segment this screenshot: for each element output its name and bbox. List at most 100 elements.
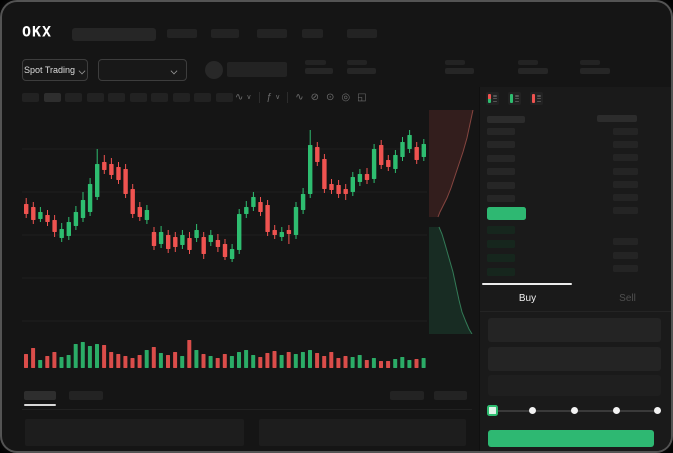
timeframe-button[interactable] (86, 93, 104, 102)
amount-slider-handle[interactable] (487, 405, 498, 416)
chart-type-icon[interactable]: ∿ (235, 91, 244, 103)
volume-bar (166, 355, 170, 368)
volume-bar (258, 357, 263, 368)
orderbook-row (613, 128, 638, 135)
buy-tab-indicator (482, 283, 572, 285)
line-tool-icon[interactable]: ∿ (295, 91, 304, 103)
timeframe-button[interactable] (65, 93, 82, 102)
orderbook-row (613, 265, 638, 273)
last-price-badge[interactable] (487, 207, 526, 220)
candle (386, 160, 391, 167)
candle (80, 200, 86, 218)
amount-input[interactable] (488, 347, 661, 371)
timeframe-button[interactable] (108, 93, 125, 102)
pair-name-placeholder (227, 62, 287, 77)
bottom-tab-active[interactable] (24, 391, 56, 400)
bottom-tab[interactable] (69, 391, 103, 400)
volume-bar (272, 351, 277, 368)
candle (158, 232, 164, 244)
candle (102, 162, 107, 170)
nav-item-placeholder[interactable] (302, 29, 323, 38)
fullscreen-icon[interactable]: ◱ (357, 91, 367, 103)
slider-stop-dot[interactable] (528, 407, 536, 414)
orderbook-row (613, 141, 638, 149)
candle (38, 212, 43, 219)
candle (24, 204, 29, 214)
timeframe-button[interactable] (43, 93, 61, 102)
nav-item-placeholder[interactable] (257, 29, 287, 38)
candle (229, 249, 235, 259)
tab-buy[interactable]: Buy (482, 286, 573, 310)
price-input[interactable] (488, 318, 661, 342)
nav-item-placeholder[interactable] (347, 29, 377, 38)
volume-bar (201, 354, 206, 368)
orderbook-view-all-icon[interactable] (486, 92, 499, 105)
slider-stop-dot[interactable] (612, 407, 620, 414)
search-input[interactable] (72, 28, 156, 41)
volume-bar (407, 360, 412, 368)
indicators-icon[interactable]: ƒ (266, 91, 273, 103)
orderbook-view-asks-icon[interactable] (530, 92, 543, 105)
indicators-chevron-icon[interactable]: ∨ (275, 93, 281, 101)
camera-icon[interactable]: ⊙ (325, 91, 335, 103)
orderbook-bid-rows (487, 226, 515, 276)
candle (336, 185, 341, 194)
slider-stop-dot[interactable] (570, 407, 578, 414)
nav-item-placeholder[interactable] (167, 29, 197, 38)
candlestick-chart[interactable] (22, 110, 427, 334)
candle (95, 164, 100, 197)
volume-bar (357, 355, 362, 368)
orderbook-icon-bar (532, 94, 535, 103)
timeframe-button[interactable] (194, 93, 211, 102)
candle (201, 237, 206, 254)
candle (421, 144, 426, 157)
settings-icon[interactable]: ◎ (341, 91, 351, 103)
timeframe-button[interactable] (215, 93, 233, 102)
volume-bar (38, 360, 43, 368)
volume-bar (87, 346, 92, 368)
candle (215, 240, 221, 247)
volume-bar (173, 352, 178, 368)
volume-bar (52, 352, 57, 368)
volume-bar (109, 352, 114, 368)
orderbook-row (487, 254, 515, 262)
bottom-action-placeholder[interactable] (390, 391, 424, 400)
chevron-down-icon (79, 67, 86, 74)
depth-chart (429, 110, 474, 334)
nav-item-placeholder[interactable] (211, 29, 239, 38)
timeframe-button[interactable] (22, 93, 39, 102)
volume-bar (208, 356, 213, 368)
candle (258, 202, 263, 212)
orderbook-row (487, 168, 515, 176)
volume-bar (102, 345, 107, 368)
volume-bar (59, 357, 64, 368)
orderbook-ask-rows (487, 128, 515, 202)
volume-bar (194, 350, 199, 368)
orderbook-view-bids-icon[interactable] (508, 92, 521, 105)
orderbook-row (487, 194, 515, 202)
volume-bar (371, 358, 376, 368)
candle (329, 184, 334, 190)
total-input[interactable] (488, 375, 661, 396)
bottom-action-placeholder[interactable] (434, 391, 467, 400)
volume-bar (31, 348, 36, 368)
depth-bids-area (429, 227, 472, 334)
market-type-select[interactable]: Spot Trading (22, 59, 88, 81)
pair-select[interactable] (98, 59, 187, 81)
candle (109, 164, 114, 175)
timeframe-button[interactable] (151, 93, 168, 102)
slider-stop-dot[interactable] (653, 407, 661, 414)
candle (407, 135, 412, 149)
tab-sell[interactable]: Sell (582, 286, 671, 310)
chart-type-chevron-icon[interactable]: ∨ (246, 93, 252, 101)
okx-logo[interactable]: OKX (22, 23, 53, 41)
sell-tab-label: Sell (619, 292, 636, 304)
coin-avatar (205, 61, 223, 79)
timeframe-button[interactable] (129, 93, 147, 102)
submit-order-button[interactable] (488, 430, 654, 447)
candle (222, 244, 228, 257)
volume-bar (279, 355, 284, 368)
measure-tool-icon[interactable]: ⊘ (310, 91, 319, 103)
candle (279, 232, 284, 237)
timeframe-button[interactable] (172, 93, 190, 102)
